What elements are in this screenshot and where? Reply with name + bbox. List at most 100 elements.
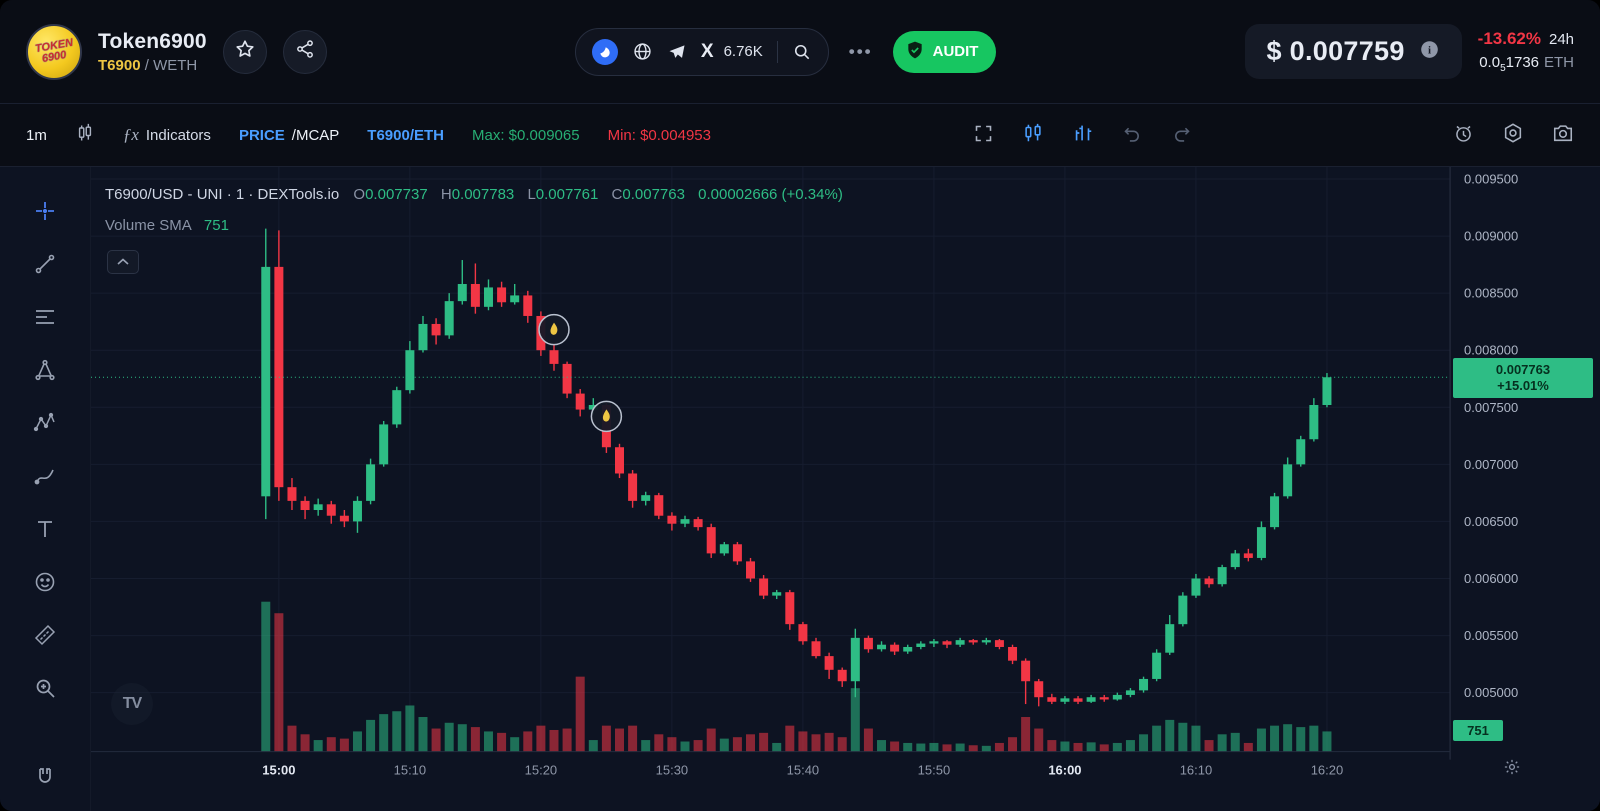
pill-divider <box>776 40 778 63</box>
measure-tool[interactable] <box>25 615 65 655</box>
candle-body <box>1152 652 1162 679</box>
time-axis-label: 15:50 <box>918 763 951 778</box>
price-chart-canvas[interactable]: 0.009500 0.009000 0.008500 0.008000 0.007500… <box>91 167 1600 811</box>
time-axis-label: 15:10 <box>394 763 427 778</box>
brush-tool[interactable] <box>25 456 65 496</box>
candle-body <box>392 390 402 425</box>
fullscreen-button[interactable] <box>973 123 994 148</box>
volume-bar <box>352 731 362 752</box>
timeframe-button[interactable]: 1m <box>26 126 47 144</box>
emoji-tool[interactable] <box>25 562 65 602</box>
chart-toolbar: 1m ƒx Indicators PRICE/MCAP T6900/ETH Ma… <box>0 103 1600 167</box>
volume-bar <box>497 732 507 752</box>
volume-bar <box>1191 725 1201 752</box>
volume-bar <box>1152 725 1162 752</box>
legend-title: T6900/USD - UNI · 1 · DEXTools.io <box>105 186 340 203</box>
crosshair-tool[interactable] <box>25 191 65 231</box>
share-button[interactable] <box>282 29 327 74</box>
volume-bar <box>903 742 913 752</box>
expand-icon <box>973 123 994 148</box>
zoom-tool[interactable] <box>25 668 65 708</box>
undo-icon <box>1122 123 1143 148</box>
token-name: Token6900 <box>98 29 207 53</box>
candle-style-button[interactable] <box>75 122 95 148</box>
candle-body <box>1230 553 1240 568</box>
legend-collapse-button[interactable] <box>107 250 139 274</box>
candle-body <box>955 640 965 645</box>
volume-bar <box>575 676 585 752</box>
volume-bar <box>470 727 480 752</box>
ohlc-high: 0.007783 <box>451 186 515 203</box>
dextools-icon[interactable] <box>591 38 618 65</box>
xabcd-pattern-tool[interactable] <box>25 403 65 443</box>
price-alert-button[interactable] <box>1453 123 1474 148</box>
indicators-label: Indicators <box>145 126 211 144</box>
camera-icon <box>1552 122 1574 148</box>
candle-body <box>680 519 690 524</box>
undo-button[interactable] <box>1122 123 1143 148</box>
candle-body <box>418 323 428 351</box>
candle-body <box>1112 694 1122 700</box>
drawing-toolbar <box>0 167 90 811</box>
candle-body <box>628 473 638 501</box>
volume-bar <box>1034 728 1044 752</box>
volume-bar <box>759 732 769 752</box>
candle-body <box>457 284 467 302</box>
candle-body <box>1309 404 1319 440</box>
price-mcap-toggle[interactable]: PRICE/MCAP <box>239 127 339 144</box>
candle-body <box>706 527 716 554</box>
volume-bar <box>1204 740 1214 752</box>
time-axis-label: 16:00 <box>1048 763 1081 778</box>
candle-body <box>575 393 585 410</box>
trend-line-tool[interactable] <box>25 244 65 284</box>
volume-bar <box>837 737 847 752</box>
audit-shield-icon <box>905 40 925 64</box>
telegram-icon[interactable] <box>667 42 687 62</box>
candle-body <box>1178 595 1188 625</box>
bars-view-button[interactable] <box>1072 122 1094 148</box>
candle-body <box>798 624 808 642</box>
chart-settings-button[interactable] <box>1502 122 1524 148</box>
x-twitter-icon[interactable]: X <box>700 40 714 62</box>
pitchfork-tool[interactable] <box>25 350 65 390</box>
snapshot-button[interactable] <box>1552 122 1574 148</box>
search-icon[interactable] <box>792 42 812 62</box>
redo-icon <box>1171 123 1192 148</box>
price-axis-label: 0.007000 <box>1464 457 1518 472</box>
price-info-icon[interactable]: i <box>1419 39 1440 65</box>
volume-bar <box>1230 732 1240 752</box>
more-options-button[interactable]: ••• <box>848 41 873 61</box>
volume-bar <box>1270 725 1280 752</box>
fib-lines-tool[interactable] <box>25 297 65 337</box>
candles-view-button[interactable] <box>1022 122 1044 148</box>
website-globe-icon[interactable] <box>632 41 653 62</box>
token-pair: T6900 / WETH <box>98 57 207 74</box>
candle-body <box>588 404 598 410</box>
audit-button[interactable]: AUDIT <box>892 30 997 73</box>
volume-bar <box>746 734 756 752</box>
volume-bar <box>811 734 821 752</box>
redo-button[interactable] <box>1171 123 1192 148</box>
volume-bar <box>1125 740 1135 752</box>
text-tool[interactable] <box>25 509 65 549</box>
flame-marker[interactable] <box>590 400 623 433</box>
candle-body <box>352 500 362 522</box>
magnet-tool[interactable] <box>25 757 65 797</box>
volume-bar <box>366 719 376 752</box>
volume-bar <box>1047 740 1057 752</box>
max-price-label: Max: $0.009065 <box>472 126 580 144</box>
volume-bar <box>536 725 546 752</box>
pair-eth-toggle[interactable]: T6900/ETH <box>367 126 444 144</box>
candle-body <box>824 656 834 670</box>
favorite-button[interactable] <box>222 29 267 74</box>
candle-body <box>523 295 533 316</box>
volume-bar <box>339 738 349 752</box>
indicators-button[interactable]: ƒx Indicators <box>123 125 211 145</box>
grid-layer <box>91 167 1451 752</box>
axis-settings-icon[interactable] <box>1503 758 1521 781</box>
tradingview-logo[interactable]: TV <box>111 683 153 725</box>
volume-bar <box>706 728 716 752</box>
volume-bar <box>444 722 454 752</box>
price-change-block: -13.62% 24h 0.051736 ETH <box>1478 29 1574 74</box>
flame-marker[interactable] <box>538 313 570 346</box>
